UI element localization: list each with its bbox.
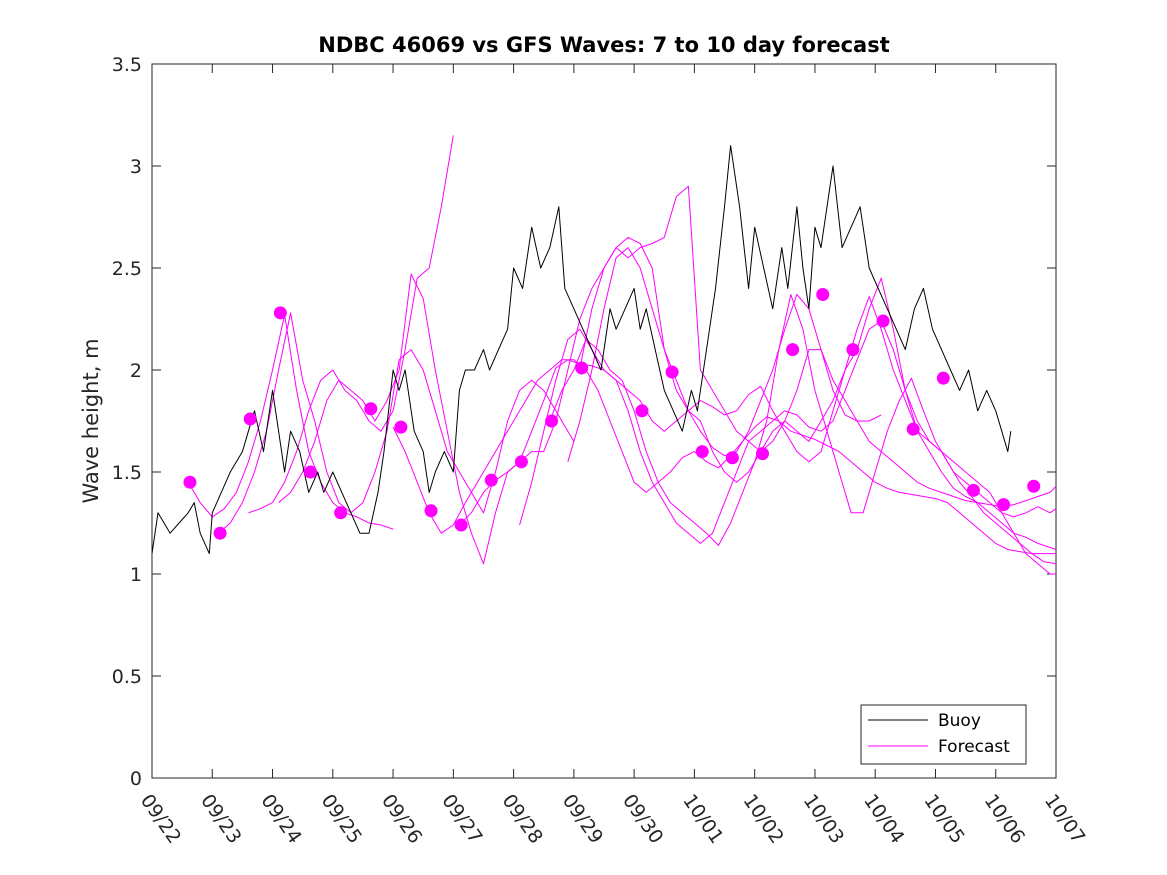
plot-area [151, 63, 1057, 779]
forecast-point [876, 314, 890, 328]
x-tick-label: 10/04 [859, 790, 908, 847]
y-tick-label: 0 [130, 768, 142, 790]
legend-box [860, 704, 1027, 765]
forecast-point [1027, 479, 1041, 493]
y-tick-label: 3 [130, 156, 142, 178]
forecast-point [213, 526, 227, 540]
forecast-point [334, 506, 348, 520]
forecast-series-line-5 [392, 359, 1056, 555]
forecast-point [364, 402, 378, 416]
forecast-point [183, 475, 197, 489]
y-tick-label: 2 [130, 360, 142, 382]
forecast-point [484, 473, 498, 487]
marker-group [183, 288, 1041, 540]
forecast-point [997, 498, 1011, 512]
forecast-point [936, 371, 950, 385]
forecast-point [816, 288, 830, 302]
y-tick-label: 2.5 [112, 258, 142, 280]
forecast-point [635, 404, 649, 418]
forecast-point [394, 420, 408, 434]
chart-title: NDBC 46069 vs GFS Waves: 7 to 10 day for… [318, 33, 889, 57]
forecast-point [273, 306, 287, 320]
x-tick-label: 10/01 [678, 790, 727, 847]
x-tick-label: 09/26 [377, 790, 426, 847]
forecast-point [786, 343, 800, 357]
forecast-point [756, 447, 770, 461]
legend-buoy-label: Buoy [938, 711, 981, 731]
forecast-point [514, 455, 528, 469]
forecast-point [454, 518, 468, 532]
axes-frame [151, 63, 1057, 779]
x-tick-label: 10/03 [799, 790, 848, 847]
x-tick-label: 09/25 [317, 790, 366, 847]
forecast-point [575, 361, 589, 375]
y-tick-label: 3.5 [112, 54, 142, 76]
x-tick-label: 10/02 [739, 790, 788, 847]
x-tick-label: 09/27 [437, 790, 486, 847]
x-tick-label: 09/24 [256, 790, 305, 847]
forecast-series-line-3 [248, 135, 454, 514]
legend: Buoy Forecast [860, 704, 1027, 765]
legend-forecast-label: Forecast [938, 737, 1010, 757]
forecast-series-line-10 [579, 185, 882, 453]
y-tick-label: 1.5 [112, 462, 142, 484]
forecast-point [846, 343, 860, 357]
forecast-series-line-7 [549, 294, 1057, 565]
forecast-series-line-6 [459, 320, 1056, 575]
x-tick-label: 10/05 [919, 790, 968, 847]
x-tick-label: 10/07 [1040, 790, 1089, 847]
y-tick-label: 0.5 [112, 666, 142, 688]
y-tick-label: 1 [130, 564, 142, 586]
x-tick-label: 09/30 [618, 790, 667, 847]
x-tick-label: 09/23 [196, 790, 245, 847]
forecast-point [695, 445, 709, 459]
x-tick-label: 09/28 [498, 790, 547, 847]
forecast-point [906, 422, 920, 436]
forecast-point [966, 483, 980, 497]
y-axis-label: Wave height, m [79, 338, 103, 503]
forecast-series-line-2 [217, 312, 575, 534]
buoy-series-line [151, 145, 1012, 555]
x-tick-label: 09/22 [136, 790, 185, 847]
forecast-series-line-9 [567, 247, 1057, 508]
forecast-point [243, 412, 257, 426]
x-tick-label: 10/06 [980, 790, 1029, 847]
forecast-point [545, 414, 559, 428]
forecast-point [304, 465, 318, 479]
series-group [151, 135, 1057, 575]
forecast-point [665, 365, 679, 379]
forecast-point [424, 504, 438, 518]
forecast-series-line-8 [519, 296, 1057, 550]
x-tick-label: 09/29 [558, 790, 607, 847]
forecast-series-line-1 [187, 314, 394, 530]
forecast-point [725, 451, 739, 465]
